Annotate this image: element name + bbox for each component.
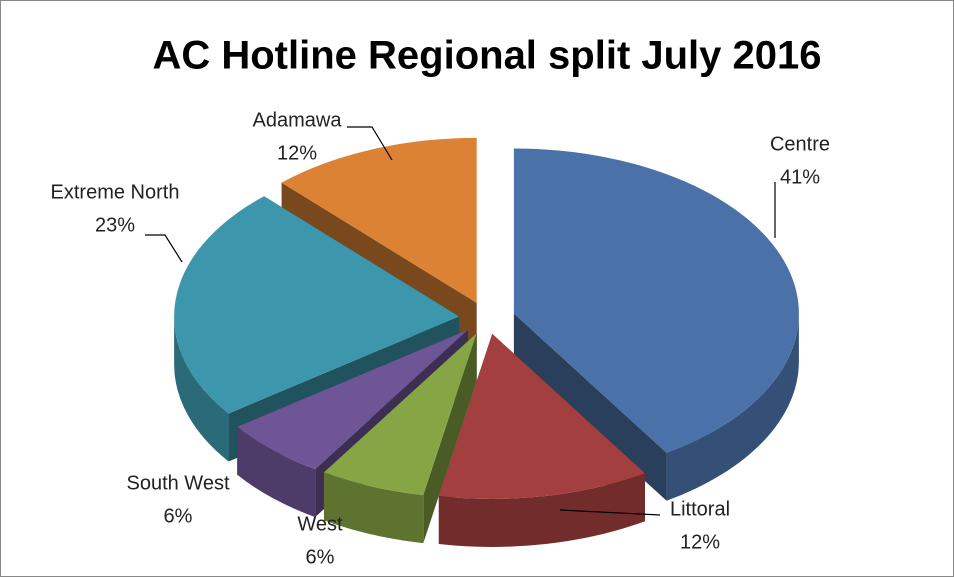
- slice: [513, 148, 799, 453]
- slice: [323, 333, 477, 496]
- slice-value-label: 12%: [277, 142, 317, 164]
- slice: [237, 329, 468, 470]
- slice-value-label: 41%: [780, 166, 820, 188]
- slice-value-label: 6%: [164, 505, 193, 527]
- chart-title: AC Hotline Regional split July 2016: [152, 34, 821, 78]
- slice-value-label: 12%: [680, 531, 720, 553]
- slice-category-label: Littoral: [670, 498, 730, 520]
- slice-outer-side: [237, 426, 316, 518]
- slice: [281, 137, 477, 303]
- slice-category-label: Centre: [770, 133, 830, 155]
- slice-category-label: Extreme North: [51, 181, 180, 203]
- slice-category-label: Adamawa: [253, 109, 343, 131]
- slice-radial-side: [513, 313, 667, 501]
- slice: [438, 333, 645, 499]
- leader-line: [347, 126, 393, 161]
- slice-category-label: South West: [126, 472, 229, 494]
- slice-category-label: West: [297, 513, 343, 535]
- leader-line: [145, 234, 183, 263]
- leader-line: [559, 509, 661, 516]
- slice-outer-side: [666, 313, 799, 501]
- slice: [174, 196, 460, 414]
- slice-outer-side: [323, 472, 424, 544]
- slice-value-label: 6%: [306, 546, 335, 568]
- slice-outer-side: [438, 473, 645, 547]
- slice-outer-side: [174, 316, 229, 462]
- slice-value-label: 23%: [95, 214, 135, 236]
